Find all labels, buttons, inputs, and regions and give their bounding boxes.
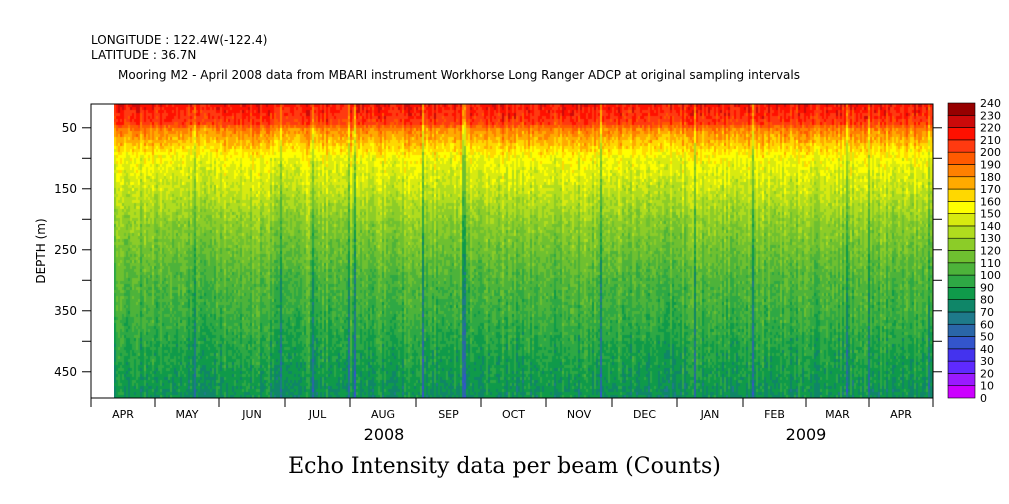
x-tick-label: DEC [633, 408, 656, 421]
colorbar-swatch [947, 151, 976, 165]
colorbar-label: 190 [980, 158, 1001, 171]
colorbar-swatch [947, 213, 976, 227]
y-tick-label: 350 [54, 304, 77, 318]
colorbar-swatch [947, 164, 976, 178]
colorbar-swatch [947, 225, 976, 239]
year-label: 2008 [364, 425, 405, 444]
colorbar-swatch [947, 299, 976, 313]
colorbar-label: 70 [980, 306, 994, 319]
colorbar-label: 30 [980, 355, 994, 368]
colorbar-swatch [947, 373, 976, 387]
y-tick-label: 50 [62, 121, 77, 135]
x-tick-label: APR [112, 408, 134, 421]
colorbar-swatch [947, 139, 976, 153]
x-tick-label: JUL [308, 408, 327, 421]
colorbar-label: 20 [980, 367, 994, 380]
longitude-label: LONGITUDE : 122.4W(-122.4) [91, 33, 268, 47]
colorbar-label: 80 [980, 294, 994, 307]
colorbar-label: 150 [980, 208, 1001, 221]
colorbar-label: 120 [980, 245, 1001, 258]
colorbar-swatch [947, 274, 976, 288]
x-tick-label: NOV [567, 408, 592, 421]
x-tick-label: JUN [241, 408, 262, 421]
colorbar-swatch [947, 114, 976, 128]
colorbar-swatch [947, 188, 976, 202]
x-tick-label: FEB [764, 408, 785, 421]
chart-title: Mooring M2 - April 2008 data from MBARI … [118, 68, 800, 82]
colorbar-swatch [947, 127, 976, 141]
colorbar-swatch [947, 360, 976, 374]
colorbar-swatch [947, 102, 976, 116]
colorbar-label: 180 [980, 171, 1001, 184]
colorbar-label: 90 [980, 281, 994, 294]
colorbar-swatch [947, 336, 976, 350]
year-label: 2009 [786, 425, 827, 444]
colorbar-label: 60 [980, 318, 994, 331]
colorbar-label: 130 [980, 232, 1001, 245]
x-axis-label: Echo Intensity data per beam (Counts) [288, 454, 721, 479]
colorbar-label: 230 [980, 109, 1001, 122]
colorbar-swatch [947, 385, 976, 399]
colorbar-swatch [947, 237, 976, 251]
colorbar-label: 100 [980, 269, 1001, 282]
colorbar-swatch [947, 323, 976, 337]
colorbar-swatch [947, 176, 976, 190]
colorbar-swatch [947, 287, 976, 300]
colorbar-label: 240 [980, 97, 1001, 110]
x-tick-label: MAR [825, 408, 850, 421]
x-tick-label: OCT [502, 408, 525, 421]
x-tick-label: MAY [176, 408, 199, 421]
y-axis-label: DEPTH (m) [34, 218, 48, 283]
colorbar-label: 160 [980, 195, 1001, 208]
colorbar-label: 40 [980, 343, 994, 356]
plot-frame [90, 103, 934, 399]
colorbar-label: 50 [980, 331, 994, 344]
colorbar-label: 170 [980, 183, 1001, 196]
x-tick-label: APR [890, 408, 912, 421]
colorbar-label: 220 [980, 122, 1001, 135]
colorbar-swatch [947, 262, 976, 276]
latitude-label: LATITUDE : 36.7N [91, 48, 197, 62]
colorbar-label: 200 [980, 146, 1001, 159]
x-tick-label: JAN [700, 408, 720, 421]
colorbar-swatch [947, 311, 976, 325]
colorbar-swatch [947, 348, 976, 362]
colorbar-label: 140 [980, 220, 1001, 233]
heatmap-field [114, 104, 933, 398]
colorbar-label: 210 [980, 134, 1001, 147]
y-tick-label: 150 [54, 182, 77, 196]
x-tick-label: SEP [438, 408, 459, 421]
x-tick-label: AUG [371, 408, 395, 421]
colorbar-label: 10 [980, 380, 994, 393]
y-tick-label: 250 [54, 243, 77, 257]
colorbar-label: 0 [980, 392, 987, 405]
colorbar-label: 110 [980, 257, 1001, 270]
y-tick-label: 450 [54, 365, 77, 379]
colorbar-swatch [947, 250, 976, 264]
colorbar-swatch [947, 201, 976, 214]
